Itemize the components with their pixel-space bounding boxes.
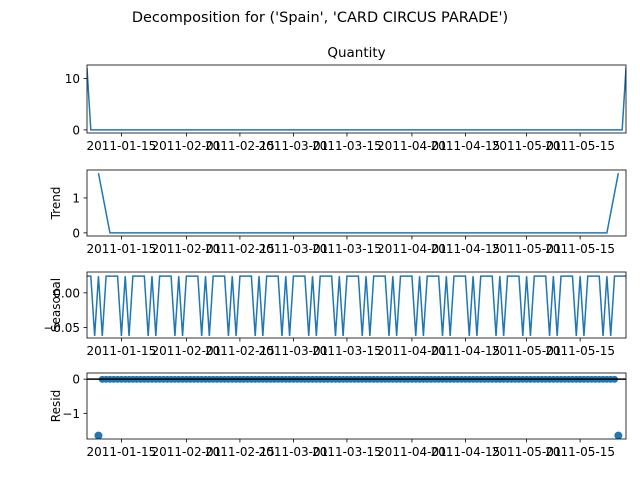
axes-frame — [86, 169, 627, 237]
x-tick-label: 2011-01-15 — [87, 242, 157, 256]
y-tick-label: 0 — [72, 373, 80, 387]
x-tick-label: 2011-02-01 — [152, 445, 222, 459]
x-tick-label: 2011-03-15 — [312, 344, 382, 358]
y-tick-label: 1 — [72, 191, 80, 205]
y-axis-label: Resid — [49, 390, 63, 422]
x-tick-label: 2011-05-15 — [545, 344, 615, 358]
panel-1: Quantity 0 10 2011-01-152011-02-012011-02-1… — [65, 45, 627, 153]
series-4 — [94, 375, 623, 439]
x-tick-label: 2011-02-15 — [205, 139, 275, 153]
x-tick-label: 2011-05-01 — [492, 445, 562, 459]
axes-frame — [86, 372, 627, 440]
panel-3: Seasonal0.00−0.052011-01-152011-02-01201… — [43, 271, 627, 358]
x-tick-label: 2011-01-15 — [87, 445, 157, 459]
x-tick-label: 2011-02-15 — [205, 445, 275, 459]
x-tick-label: 2011-04-15 — [431, 445, 501, 459]
x-tick-label: 2011-02-01 — [152, 139, 222, 153]
x-tick-label: 2011-04-01 — [377, 344, 447, 358]
y-tick-label: −0.05 — [43, 321, 80, 335]
x-tick-label: 2011-04-01 — [377, 139, 447, 153]
resid-outlier-point — [94, 431, 103, 439]
figure-suptitle: Decomposition for ('Spain', 'CARD CIRCUS… — [132, 10, 508, 26]
x-tick-label: 2011-03-15 — [312, 445, 382, 459]
x-tick-label: 2011-01-15 — [87, 139, 157, 153]
panel-title: Quantity — [327, 45, 385, 61]
seasonal-line — [87, 275, 626, 336]
y-axis-label: Seasonal — [49, 278, 63, 332]
y-tick-label: 0 — [72, 123, 80, 137]
x-tick-label: 2011-04-01 — [377, 445, 447, 459]
resid-outlier-point — [614, 431, 623, 439]
x-tick-label: 2011-01-15 — [87, 344, 157, 358]
x-tick-label: 2011-03-15 — [312, 242, 382, 256]
x-tick-label: 2011-03-15 — [312, 139, 382, 153]
series-1 — [87, 68, 626, 131]
x-tick-label: 2011-03-01 — [259, 139, 329, 153]
series-line — [87, 68, 626, 131]
x-tick-label: 2011-05-01 — [492, 242, 562, 256]
x-tick-label: 2011-05-15 — [545, 242, 615, 256]
x-tick-label: 2011-02-01 — [152, 344, 222, 358]
x-tick-label: 2011-05-01 — [492, 139, 562, 153]
y-tick-label: −1 — [62, 407, 80, 421]
x-tick-label: 2011-05-01 — [492, 344, 562, 358]
axes-frame — [86, 271, 627, 339]
y-tick-label: 10 — [65, 72, 80, 86]
y-tick-label: 0 — [72, 226, 80, 240]
x-tick-label: 2011-05-15 — [545, 139, 615, 153]
x-tick-label: 2011-02-15 — [205, 242, 275, 256]
panel-2: Trend012011-01-152011-02-012011-02-15201… — [49, 169, 627, 256]
x-tick-label: 2011-03-01 — [259, 242, 329, 256]
series-2 — [97, 172, 620, 234]
x-tick-label: 2011-02-15 — [205, 344, 275, 358]
x-tick-label: 2011-04-01 — [377, 242, 447, 256]
x-tick-label: 2011-02-01 — [152, 242, 222, 256]
x-tick-label: 2011-03-01 — [259, 445, 329, 459]
x-tick-label: 2011-03-01 — [259, 344, 329, 358]
y-tick-label: 0.00 — [53, 286, 80, 300]
x-tick-label: 2011-04-15 — [431, 139, 501, 153]
axes-frame — [86, 64, 627, 134]
panel-4: Resid0−12011-01-152011-02-012011-02-1520… — [49, 372, 627, 459]
x-tick-label: 2011-04-15 — [431, 344, 501, 358]
series-3 — [87, 275, 626, 336]
series-line — [97, 172, 620, 234]
x-tick-label: 2011-04-15 — [431, 242, 501, 256]
y-axis-label: Trend — [49, 187, 63, 221]
x-tick-label: 2011-05-15 — [545, 445, 615, 459]
